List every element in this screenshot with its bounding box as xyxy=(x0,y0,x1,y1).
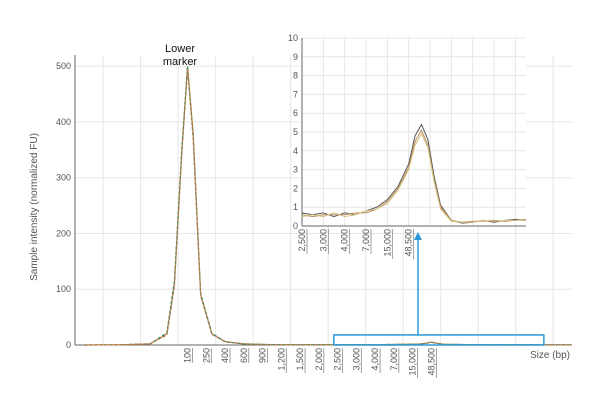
main-x-tick-label: 1,500 xyxy=(295,348,305,371)
inset-x-tick: 3,000 xyxy=(318,229,329,254)
main-x-tick-label: 2,000 xyxy=(314,348,324,371)
inset-y-tick-label: 6 xyxy=(293,108,298,118)
lower-marker-label-line2: marker xyxy=(163,56,198,68)
main-x-tick: 3,000 xyxy=(351,348,362,373)
main-y-tick-label: 400 xyxy=(56,117,71,127)
inset-x-tick-label: 7,000 xyxy=(361,229,371,252)
inset-x-tick: 4,000 xyxy=(340,229,351,254)
main-y-tick-label: 0 xyxy=(66,340,71,350)
main-x-tick-label: 1,200 xyxy=(276,348,286,371)
main-x-tick-label: 2,500 xyxy=(333,348,343,371)
inset-y-tick-label: 1 xyxy=(293,202,298,212)
inset-y-tick-label: 4 xyxy=(293,146,298,156)
highlight-arrow-head xyxy=(414,232,422,240)
main-x-tick: 2,000 xyxy=(314,348,325,373)
main-x-tick: 1,500 xyxy=(295,348,306,373)
inset-y-tick-label: 3 xyxy=(293,165,298,175)
inset-y-tick-label: 5 xyxy=(293,127,298,137)
main-y-tick-label: 300 xyxy=(56,173,71,183)
inset-x-tick-label: 15,000 xyxy=(382,229,392,257)
inset-x-tick-label: 2,500 xyxy=(297,229,307,252)
inset-y-tick-label: 8 xyxy=(293,71,298,81)
inset-y-tick-label: 9 xyxy=(293,52,298,62)
main-x-tick: 48,500 xyxy=(426,348,437,378)
main-x-tick: 4,000 xyxy=(370,348,381,373)
main-x-tick: 400 xyxy=(220,348,231,363)
highlight-region-box xyxy=(333,334,545,346)
main-x-tick: 15,000 xyxy=(408,348,418,378)
main-x-tick-label: 7,000 xyxy=(389,348,399,371)
inset-x-tick: 48,500 xyxy=(404,229,415,259)
inset-x-tick: 2,500 xyxy=(297,229,308,254)
inset-x-tick-label: 4,000 xyxy=(340,229,350,252)
main-series-line-2 xyxy=(84,66,573,346)
main-x-tick-label: 400 xyxy=(220,348,230,363)
main-x-tick: 900 xyxy=(258,348,268,363)
inset-y-tick-label: 0 xyxy=(293,221,298,231)
inset-x-tick: 15,000 xyxy=(382,229,393,259)
main-x-tick: 250 xyxy=(201,348,212,363)
inset-x-tick-label: 48,500 xyxy=(404,229,414,257)
inset-x-tick: 7,000 xyxy=(361,229,372,254)
inset-x-tick-label: 3,000 xyxy=(318,229,328,252)
main-x-tick-label: 900 xyxy=(258,348,268,363)
inset-series-line-3 xyxy=(301,132,526,223)
main-x-tick: 600 xyxy=(239,348,250,363)
main-x-tick: 1,200 xyxy=(276,348,287,373)
inset-y-tick-label: 10 xyxy=(288,33,298,43)
main-y-tick-label: 200 xyxy=(56,228,71,238)
inset-series-line-2 xyxy=(301,128,527,223)
main-x-tick-label: 48,500 xyxy=(426,348,436,376)
main-x-axis-label: Size (bp) xyxy=(530,350,570,361)
main-x-tick-label: 600 xyxy=(239,348,249,363)
main-x-tick-label: 4,000 xyxy=(370,348,380,371)
main-x-tick: 2,500 xyxy=(333,348,343,373)
inset-y-tick-label: 7 xyxy=(293,89,298,99)
lower-marker-label-line1: Lower xyxy=(165,43,195,55)
main-x-tick: 100 xyxy=(183,348,193,363)
inset-y-tick-label: 2 xyxy=(293,183,298,193)
main-x-tick-label: 100 xyxy=(183,348,193,363)
main-y-tick-label: 100 xyxy=(56,284,71,294)
main-y-tick-label: 500 xyxy=(56,61,71,71)
main-y-axis-label: Sample intensity (normalized FU) xyxy=(29,133,40,281)
main-x-tick: 7,000 xyxy=(389,348,400,373)
main-x-tick-label: 3,000 xyxy=(351,348,361,371)
main-x-tick-label: 250 xyxy=(201,348,211,363)
main-x-tick-label: 15,000 xyxy=(408,348,418,376)
